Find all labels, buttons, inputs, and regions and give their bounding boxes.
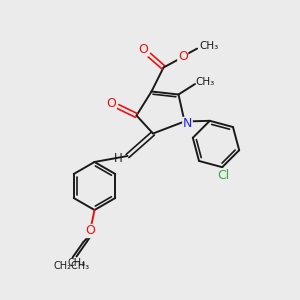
Text: Cl: Cl — [218, 169, 230, 182]
Text: N: N — [183, 117, 192, 130]
Text: O: O — [178, 50, 188, 63]
Text: O: O — [138, 43, 148, 56]
Text: CH₃: CH₃ — [199, 41, 218, 51]
Text: CH₃: CH₃ — [68, 258, 85, 268]
Text: H: H — [114, 152, 123, 166]
Text: CH₃: CH₃ — [196, 76, 215, 87]
Text: O: O — [85, 224, 95, 238]
Text: O: O — [106, 97, 116, 110]
Text: CH₂CH₃: CH₂CH₃ — [53, 261, 89, 271]
